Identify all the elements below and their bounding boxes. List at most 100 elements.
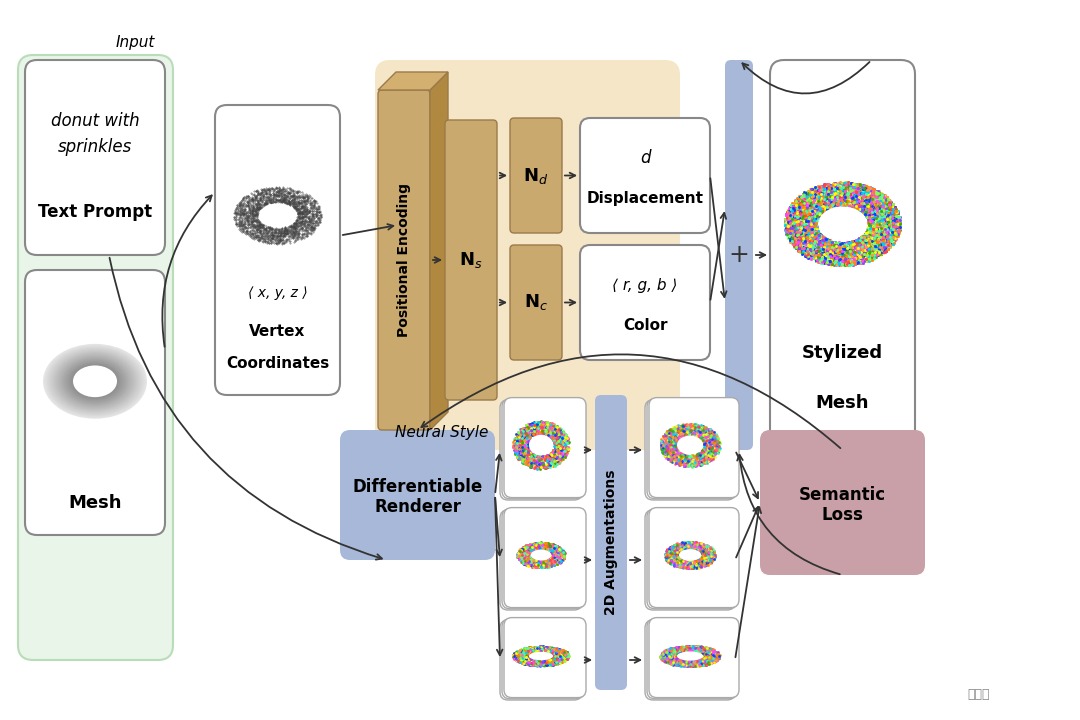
Ellipse shape (48, 347, 143, 415)
Ellipse shape (58, 355, 132, 408)
Text: 2D Augmentations: 2D Augmentations (604, 469, 618, 616)
Ellipse shape (52, 350, 138, 413)
Text: Coordinates: Coordinates (226, 356, 329, 371)
Ellipse shape (56, 354, 134, 409)
Ellipse shape (66, 361, 124, 402)
Ellipse shape (45, 346, 144, 417)
FancyBboxPatch shape (340, 430, 495, 560)
Text: Neural Style: Neural Style (395, 425, 488, 439)
Text: N$_c$: N$_c$ (524, 292, 548, 312)
Ellipse shape (50, 348, 140, 414)
Text: +: + (729, 243, 750, 267)
FancyBboxPatch shape (500, 510, 582, 610)
Text: Mesh: Mesh (815, 395, 869, 412)
FancyBboxPatch shape (647, 399, 737, 499)
Ellipse shape (677, 652, 703, 660)
Text: ⟨ x, y, z ⟩: ⟨ x, y, z ⟩ (247, 287, 308, 300)
Ellipse shape (69, 363, 121, 400)
Ellipse shape (60, 356, 130, 406)
Text: ⟨ r, g, b ⟩: ⟨ r, g, b ⟩ (612, 278, 677, 293)
FancyBboxPatch shape (445, 120, 497, 400)
Ellipse shape (819, 207, 866, 241)
FancyBboxPatch shape (510, 118, 562, 233)
Polygon shape (430, 72, 448, 430)
Text: d: d (639, 149, 650, 167)
Ellipse shape (62, 357, 129, 405)
FancyBboxPatch shape (649, 508, 739, 608)
FancyBboxPatch shape (645, 510, 735, 610)
Ellipse shape (677, 436, 703, 454)
FancyBboxPatch shape (375, 60, 680, 450)
FancyBboxPatch shape (25, 270, 165, 535)
FancyBboxPatch shape (25, 60, 165, 255)
Ellipse shape (51, 349, 139, 413)
Text: Input: Input (116, 35, 156, 50)
Text: Vertex: Vertex (249, 324, 306, 338)
Ellipse shape (43, 344, 147, 419)
Ellipse shape (55, 352, 135, 410)
Text: Text Prompt: Text Prompt (38, 203, 152, 221)
Ellipse shape (64, 359, 126, 404)
FancyBboxPatch shape (649, 618, 739, 698)
Text: Stylized: Stylized (802, 343, 883, 361)
Text: Positional Encoding: Positional Encoding (397, 183, 411, 337)
Ellipse shape (63, 358, 127, 405)
Ellipse shape (65, 360, 125, 402)
FancyBboxPatch shape (725, 60, 753, 450)
Text: donut with
sprinkles: donut with sprinkles (51, 112, 139, 156)
Ellipse shape (530, 549, 551, 560)
Text: N$_d$: N$_d$ (524, 166, 549, 186)
Ellipse shape (67, 361, 123, 401)
Text: Differentiable: Differentiable (352, 478, 483, 496)
Ellipse shape (54, 351, 136, 411)
Ellipse shape (679, 549, 701, 561)
FancyBboxPatch shape (580, 245, 710, 360)
FancyBboxPatch shape (18, 55, 173, 660)
Text: Renderer: Renderer (374, 498, 461, 516)
Ellipse shape (70, 364, 120, 400)
Ellipse shape (71, 364, 119, 399)
FancyBboxPatch shape (647, 618, 737, 699)
FancyBboxPatch shape (215, 105, 340, 395)
Ellipse shape (57, 354, 133, 408)
Ellipse shape (529, 435, 553, 455)
FancyBboxPatch shape (504, 508, 586, 608)
FancyBboxPatch shape (378, 90, 430, 430)
Ellipse shape (55, 353, 134, 410)
Ellipse shape (68, 362, 122, 400)
Ellipse shape (59, 356, 131, 407)
FancyBboxPatch shape (510, 245, 562, 360)
Text: 量子位: 量子位 (968, 688, 990, 701)
Ellipse shape (44, 345, 146, 418)
Text: Mesh: Mesh (68, 494, 122, 512)
Ellipse shape (45, 346, 145, 418)
FancyBboxPatch shape (502, 399, 584, 499)
FancyBboxPatch shape (580, 118, 710, 233)
Ellipse shape (46, 346, 144, 416)
FancyBboxPatch shape (500, 400, 582, 500)
Text: N$_s$: N$_s$ (459, 250, 483, 270)
Ellipse shape (53, 351, 137, 412)
FancyBboxPatch shape (760, 430, 924, 575)
FancyBboxPatch shape (502, 618, 584, 699)
FancyBboxPatch shape (504, 397, 586, 498)
FancyBboxPatch shape (647, 509, 737, 609)
Polygon shape (378, 72, 448, 90)
FancyBboxPatch shape (649, 397, 739, 498)
FancyBboxPatch shape (502, 509, 584, 609)
Ellipse shape (64, 359, 125, 403)
FancyBboxPatch shape (504, 618, 586, 698)
Text: Displacement: Displacement (586, 191, 703, 206)
FancyBboxPatch shape (770, 60, 915, 450)
FancyBboxPatch shape (500, 620, 582, 700)
Ellipse shape (259, 204, 296, 227)
Ellipse shape (529, 652, 553, 660)
FancyBboxPatch shape (645, 620, 735, 700)
FancyBboxPatch shape (645, 400, 735, 500)
Text: Loss: Loss (822, 505, 863, 523)
Ellipse shape (49, 348, 141, 415)
FancyBboxPatch shape (595, 395, 627, 690)
Text: Color: Color (623, 318, 667, 333)
Ellipse shape (73, 366, 117, 397)
Text: Semantic: Semantic (799, 485, 886, 503)
